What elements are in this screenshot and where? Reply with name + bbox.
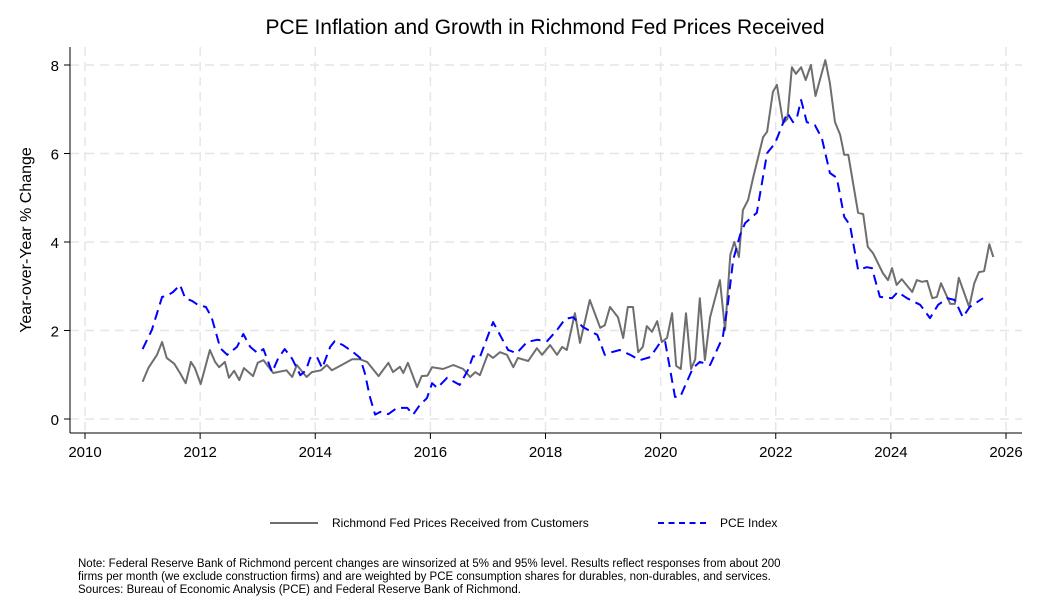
chart-title: PCE Inflation and Growth in Richmond Fed… (265, 16, 825, 39)
gridlines (70, 47, 1022, 433)
note-line: firms per month (we exclude construction… (78, 571, 771, 583)
x-tick-label: 2020 (644, 444, 677, 461)
note-line: Note: Federal Reserve Bank of Richmond p… (78, 558, 781, 570)
legend-swatch-dashed (658, 522, 706, 524)
y-axis-label: Year-over-Year % Change (18, 147, 35, 333)
series-lines (141, 59, 995, 416)
legend-item-richmond: Richmond Fed Prices Received from Custom… (270, 516, 589, 530)
y-tick-label: 0 (51, 412, 59, 429)
series-line-richmond-fed-prices (141, 59, 995, 389)
legend-label: Richmond Fed Prices Received from Custom… (332, 516, 589, 530)
legend-swatch-solid (270, 522, 318, 524)
x-tick-label: 2014 (299, 444, 332, 461)
x-tick-label: 2026 (989, 444, 1022, 461)
note-line: Sources: Bureau of Economic Analysis (PC… (78, 584, 521, 596)
chart-note: Note: Federal Reserve Bank of Richmond p… (78, 558, 1028, 597)
x-tick-label: 2012 (183, 444, 216, 461)
y-tick-label: 4 (51, 235, 59, 252)
x-tick-label: 2018 (529, 444, 562, 461)
legend-item-pce: PCE Index (658, 516, 777, 530)
x-tick-label: 2010 (68, 444, 101, 461)
y-tick-label: 8 (51, 58, 59, 75)
x-tick-label: 2016 (414, 444, 447, 461)
y-tick-label: 2 (51, 324, 59, 341)
series-line-pce-index (141, 99, 984, 416)
legend-label: PCE Index (720, 516, 778, 530)
x-tick-label: 2022 (759, 444, 792, 461)
x-tick-label: 2024 (874, 444, 907, 461)
axes: 0 2 4 6 8 2010 2012 2014 2016 2018 2020 2022 2024 202… (51, 47, 1023, 461)
y-tick-label: 6 (51, 147, 59, 164)
